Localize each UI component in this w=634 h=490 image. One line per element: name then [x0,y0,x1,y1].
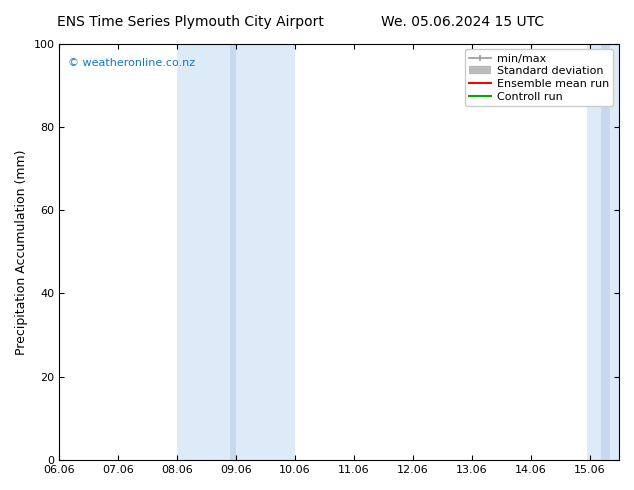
Bar [586,44,601,460]
Bar [601,44,610,460]
Text: We. 05.06.2024 15 UTC: We. 05.06.2024 15 UTC [381,15,545,29]
Bar [610,44,619,460]
Bar [178,44,230,460]
Y-axis label: Precipitation Accumulation (mm): Precipitation Accumulation (mm) [15,149,28,355]
Text: © weatheronline.co.nz: © weatheronline.co.nz [68,58,195,68]
Bar [230,44,236,460]
Legend: min/max, Standard deviation, Ensemble mean run, Controll run: min/max, Standard deviation, Ensemble me… [465,49,614,106]
Text: ENS Time Series Plymouth City Airport: ENS Time Series Plymouth City Airport [57,15,323,29]
Bar [236,44,295,460]
